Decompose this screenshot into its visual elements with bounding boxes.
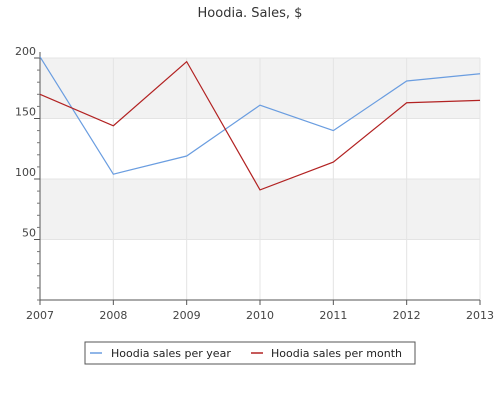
data-point-s2-2008: [112, 124, 115, 127]
data-point-s1-2007: [39, 55, 42, 58]
data-point-s1-2010: [259, 104, 262, 107]
legend-label-2: Hoodia sales per month: [271, 347, 402, 360]
series-group: [39, 55, 482, 191]
x-tick-label-2010: 2010: [246, 309, 274, 322]
x-tick-label-2007: 2007: [26, 309, 54, 322]
data-point-s1-2013: [479, 72, 482, 75]
series-line-2: [39, 60, 481, 191]
data-point-s1-2009: [185, 155, 188, 158]
data-point-s1-2011: [332, 129, 335, 132]
legend: Hoodia sales per year Hoodia sales per mo…: [84, 341, 416, 365]
y-tick-label-100: 100: [15, 166, 36, 179]
x-tick-label-2009: 2009: [173, 309, 201, 322]
x-tick-label-2013: 2013: [466, 309, 494, 322]
legend-box: [84, 341, 416, 365]
y-tick-label-150: 150: [15, 106, 36, 119]
data-point-s1-2008: [112, 173, 115, 176]
series-line-1: [39, 56, 481, 175]
y-tick-label-200: 200: [15, 45, 36, 58]
data-point-s1-2012: [405, 79, 408, 82]
legend-label-1: Hoodia sales per year: [111, 347, 231, 360]
axes: 50 100 150 200 2007 2008 2009 2010 2011 2012 2013: [15, 45, 494, 322]
data-point-s2-2012: [405, 101, 408, 104]
data-point-s2-2007: [39, 93, 42, 96]
chart-title: Hoodia. Sales, $: [198, 6, 303, 21]
data-point-s2-2013: [479, 99, 482, 102]
grid: [40, 57, 481, 300]
y-tick-label-50: 50: [22, 227, 36, 240]
data-point-s2-2011: [332, 161, 335, 164]
data-point-s2-2009: [185, 60, 188, 63]
data-point-s2-2010: [259, 188, 262, 191]
x-tick-label-2011: 2011: [319, 309, 347, 322]
x-tick-label-2012: 2012: [393, 309, 421, 322]
x-tick-label-2008: 2008: [99, 309, 127, 322]
